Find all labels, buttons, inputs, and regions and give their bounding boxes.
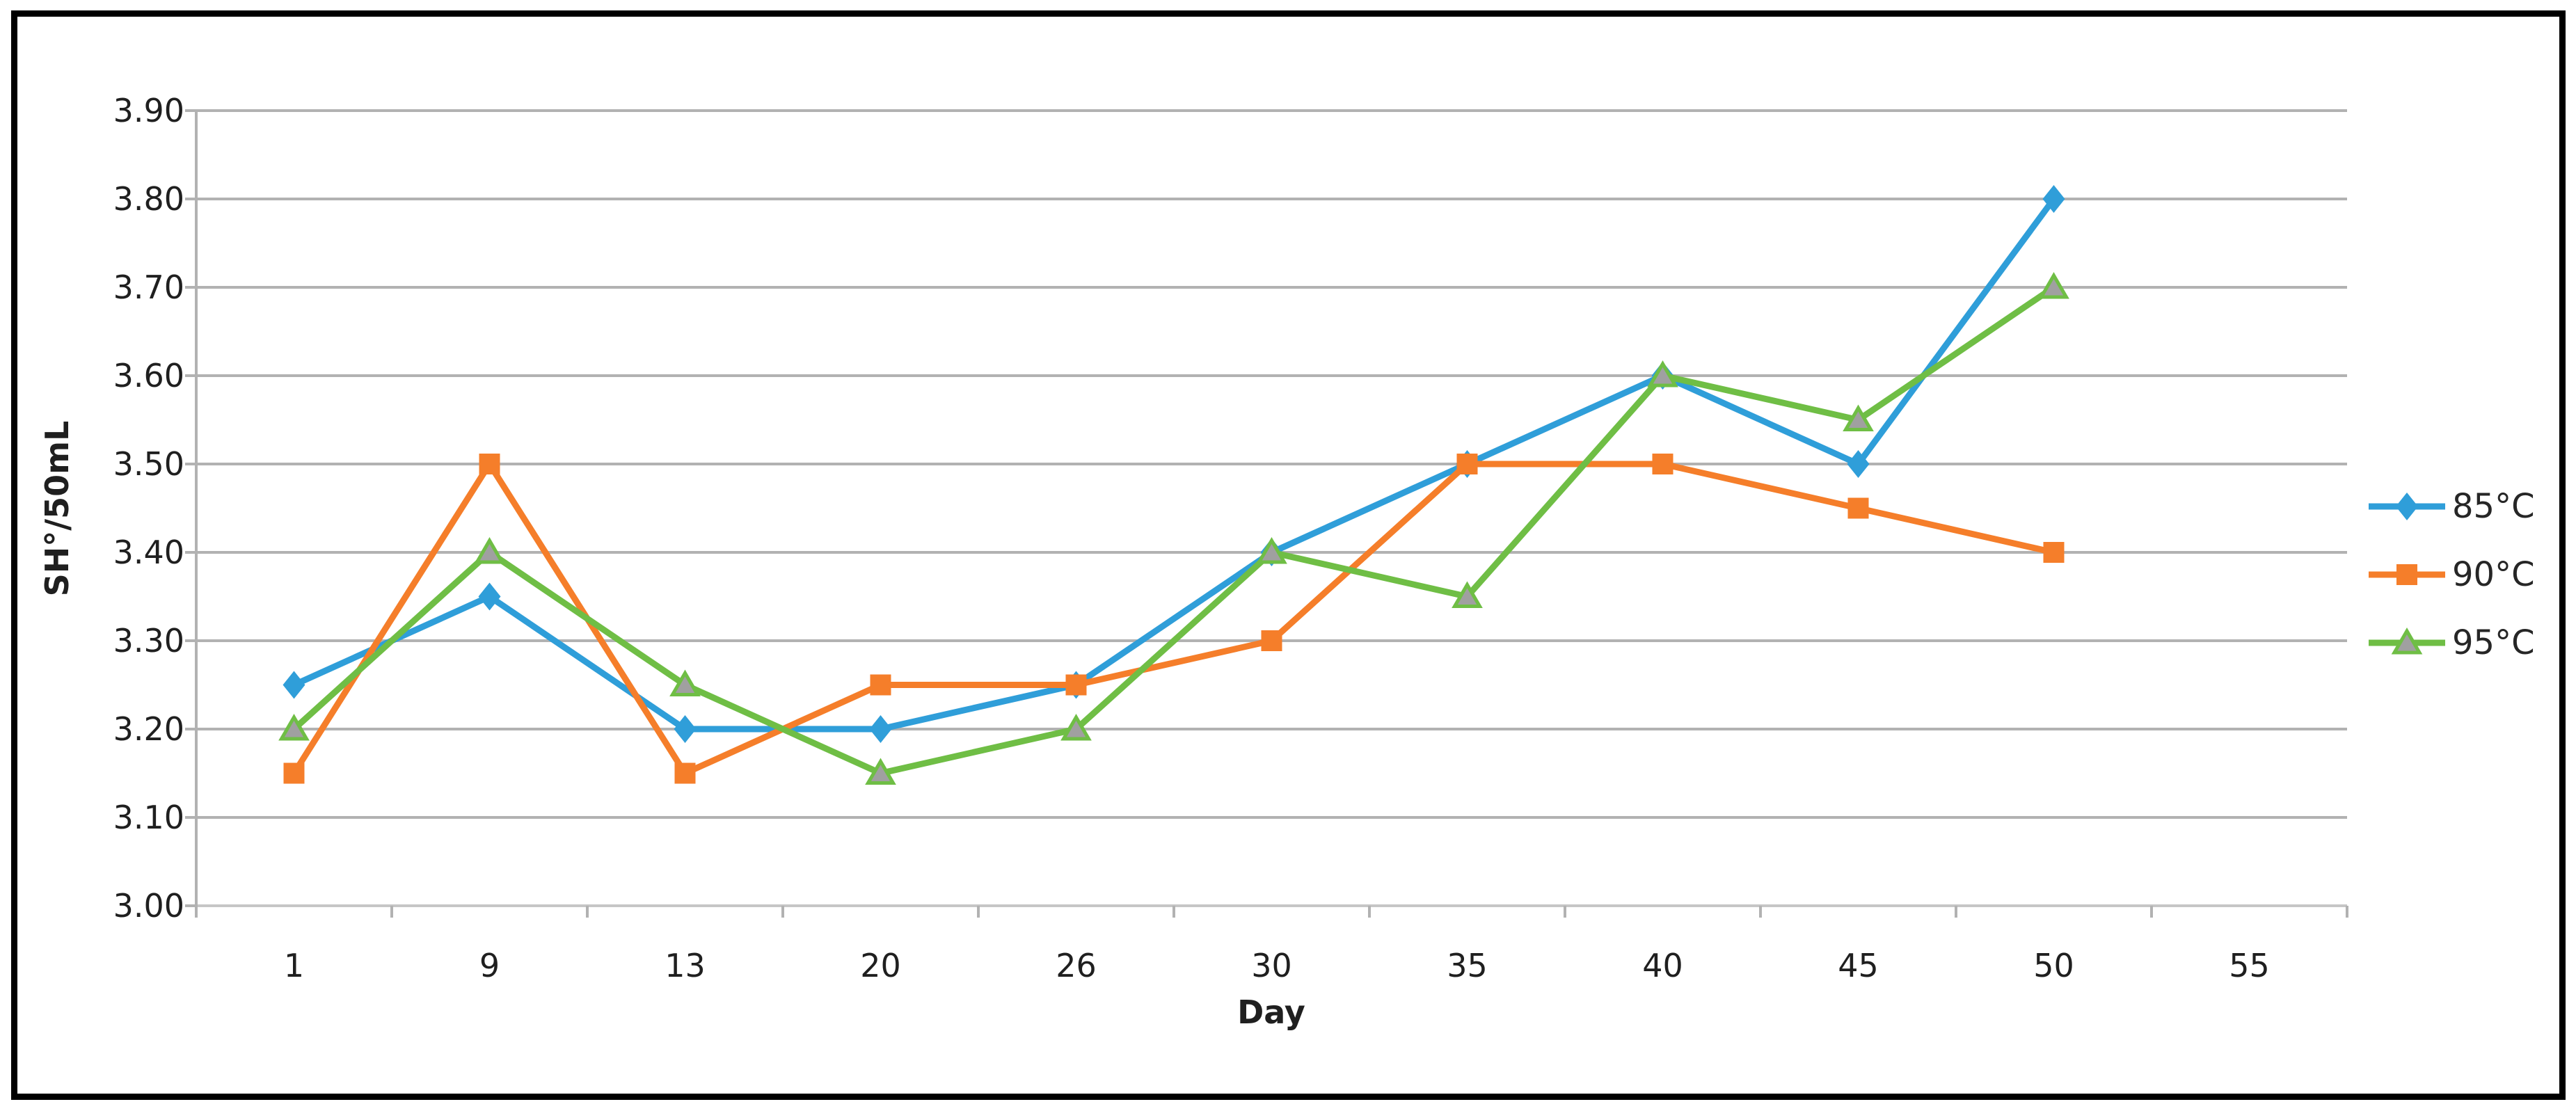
- series-85c-marker: [478, 582, 501, 611]
- series-95c-marker: [474, 537, 505, 564]
- legend-item-85c: 85°C: [2369, 472, 2570, 541]
- series-95c-marker: [669, 669, 701, 696]
- x-axis-tick-label: 35: [1447, 947, 1488, 984]
- series-90c-marker: [283, 762, 305, 784]
- series-90c-marker: [2043, 542, 2065, 563]
- y-axis-tick-label: 3.50: [113, 445, 184, 483]
- series-90c-marker: [870, 674, 891, 696]
- x-axis-tick-label: 45: [1838, 947, 1879, 984]
- x-axis-tick-label: 40: [1642, 947, 1683, 984]
- y-axis-tick-label: 3.30: [113, 622, 184, 660]
- x-axis-tick-label: 26: [1056, 947, 1097, 984]
- legend-item-90c: 90°C: [2369, 541, 2570, 609]
- legend-label-90c: 90°C: [2452, 555, 2535, 594]
- y-axis-title: SH°/50mL: [38, 420, 76, 597]
- series-90c-marker: [674, 762, 696, 784]
- series-95c-marker: [2038, 272, 2069, 299]
- x-axis-title: Day: [1237, 993, 1305, 1031]
- x-axis-tick-label: 55: [2229, 947, 2270, 984]
- series-85c-marker: [283, 671, 305, 699]
- series-85c-marker: [1847, 450, 1870, 478]
- series-85c-line: [291, 195, 2057, 733]
- x-axis-tick-label: 9: [479, 947, 500, 984]
- y-axis-tick-label: 3.60: [113, 357, 184, 394]
- x-axis-tick-label: 13: [665, 947, 706, 984]
- legend-item-95c: 95°C: [2369, 609, 2570, 677]
- series-95c-marker: [1647, 360, 1678, 387]
- legend-label-85c: 85°C: [2452, 487, 2535, 526]
- series-90c-marker: [1456, 454, 1478, 474]
- legend-marker-90c-square-icon: [2369, 564, 2445, 585]
- y-axis-tick-label: 3.80: [113, 180, 184, 218]
- series-95c-marker: [1060, 714, 1092, 741]
- y-axis-tick-label: 3.00: [113, 887, 184, 925]
- series-90c-marker: [479, 454, 500, 474]
- y-axis-tick-label: 3.20: [113, 710, 184, 748]
- y-axis-tick-label: 3.90: [113, 92, 184, 129]
- legend-95c-marker: [2391, 628, 2423, 655]
- y-axis-tick-label: 3.10: [113, 799, 184, 836]
- x-axis-tick-label: 1: [283, 947, 305, 984]
- series-95c-marker: [865, 758, 896, 785]
- series-95c-marker: [1452, 581, 1483, 608]
- legend-marker-95c-triangle-icon: [2369, 628, 2445, 655]
- x-axis-tick-label: 20: [860, 947, 901, 984]
- series-85c-marker: [2042, 185, 2065, 213]
- series-90c-marker: [1065, 674, 1087, 696]
- legend-85c-marker: [2396, 493, 2418, 520]
- series-95c-line: [291, 284, 2057, 776]
- x-axis-tick-label: 30: [1251, 947, 1292, 984]
- series-85c-marker: [869, 715, 892, 743]
- legend-marker-85c-diamond-icon: [2369, 493, 2445, 520]
- x-axis-tick-label: 50: [2033, 947, 2074, 984]
- series-95c-marker: [1843, 404, 1874, 431]
- y-axis-tick-label: 3.40: [113, 534, 184, 571]
- y-axis-tick-label: 3.70: [113, 269, 184, 306]
- series-85c-marker: [674, 715, 697, 743]
- legend-90c-marker: [2396, 564, 2417, 585]
- series-90c-marker: [1847, 497, 1869, 519]
- legend-label-95c: 95°C: [2452, 623, 2535, 662]
- series-90c-marker: [1652, 454, 1673, 474]
- series-95c-marker: [278, 714, 310, 741]
- chart-legend: 85°C 90°C 95°C: [2369, 472, 2570, 677]
- series-90c-marker: [1261, 630, 1282, 651]
- series-95c-marker: [1256, 537, 1287, 564]
